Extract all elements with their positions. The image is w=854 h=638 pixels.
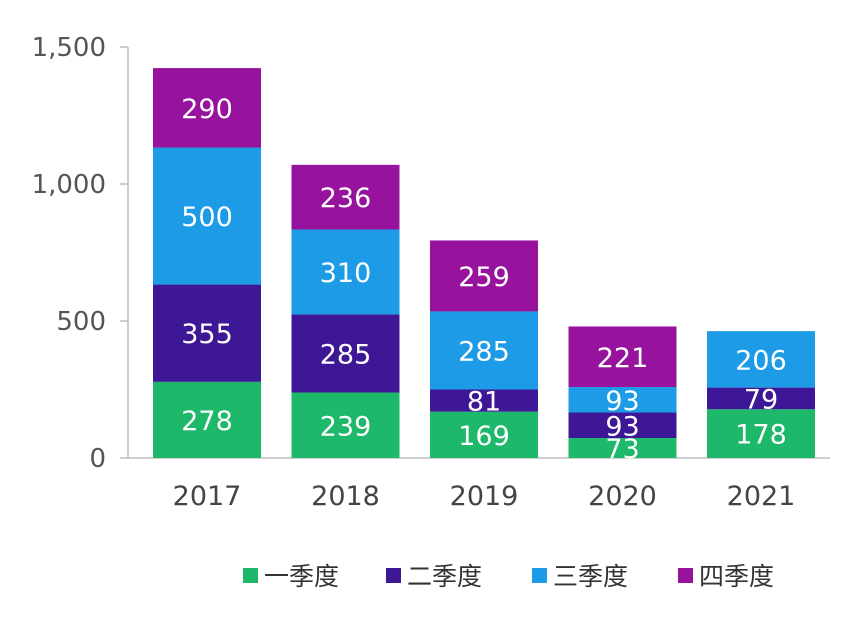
bar-value-label: 81	[467, 387, 501, 418]
legend-label: 一季度	[264, 562, 339, 591]
bar-segment	[153, 381, 261, 458]
bars	[153, 68, 815, 458]
bar-segment	[430, 389, 538, 412]
bar-value-label: 239	[320, 411, 372, 442]
bar-segment	[430, 411, 538, 458]
bar-value-label: 221	[597, 343, 649, 374]
bar-value-label: 285	[458, 336, 510, 367]
bar-segment	[153, 68, 261, 148]
bar-segment	[568, 387, 677, 413]
bar-segment	[153, 284, 261, 382]
x-tick-label: 2019	[450, 481, 519, 512]
bar-value-label: 500	[181, 202, 233, 233]
bar-value-label: 169	[458, 421, 510, 452]
bar-segment	[707, 409, 815, 458]
bar-segment	[291, 314, 400, 393]
legend-swatch	[532, 568, 547, 583]
bar-segment	[291, 164, 400, 230]
bar-segment	[291, 392, 400, 458]
legend-swatch	[678, 568, 693, 583]
legend-swatch	[243, 568, 258, 583]
y-tick-label: 1,000	[32, 170, 106, 200]
x-tick-label: 2020	[588, 481, 657, 512]
bar-value-label: 79	[744, 384, 778, 415]
x-tick-label: 2018	[311, 481, 380, 512]
y-tick-label: 500	[56, 307, 106, 337]
bar-value-label: 206	[735, 345, 787, 376]
bar-value-label: 73	[605, 434, 639, 465]
bar-segment	[568, 326, 677, 388]
axes: 0 500 1,000 1,500 2017 2018 2019 2020 2021	[32, 33, 830, 512]
bar-value-label: 355	[181, 319, 233, 350]
bar-value-label: 259	[458, 262, 510, 293]
bar-value-label: 310	[320, 258, 372, 289]
bar-segment	[568, 412, 677, 438]
bar-value-label: 93	[605, 411, 639, 442]
legend-label: 四季度	[699, 562, 774, 591]
bar-segment	[153, 147, 261, 285]
legend-label: 三季度	[553, 562, 628, 591]
bar-value-label: 290	[181, 94, 233, 125]
bar-segment	[707, 387, 815, 410]
bar-value-label: 93	[605, 386, 639, 417]
legend-swatch	[386, 568, 401, 583]
x-tick-label: 2017	[173, 481, 242, 512]
bar-segment	[430, 240, 538, 312]
y-tick-label: 1,500	[32, 33, 106, 63]
legend-label: 二季度	[407, 562, 482, 591]
bar-value-label: 285	[320, 339, 372, 370]
bar-value-label: 178	[735, 420, 787, 451]
bar-value-label: 236	[320, 183, 372, 214]
data-labels: 2783555002902392853102361698128525973939…	[181, 94, 787, 465]
bar-segment	[568, 437, 677, 458]
bar-value-label: 278	[181, 406, 233, 437]
bar-segment	[291, 229, 400, 315]
x-tick-label: 2021	[727, 481, 796, 512]
bar-segment	[430, 311, 538, 390]
bar-segment	[707, 331, 815, 388]
legend: 一季度 二季度 三季度 四季度	[243, 562, 774, 591]
y-tick-label: 0	[89, 444, 106, 474]
